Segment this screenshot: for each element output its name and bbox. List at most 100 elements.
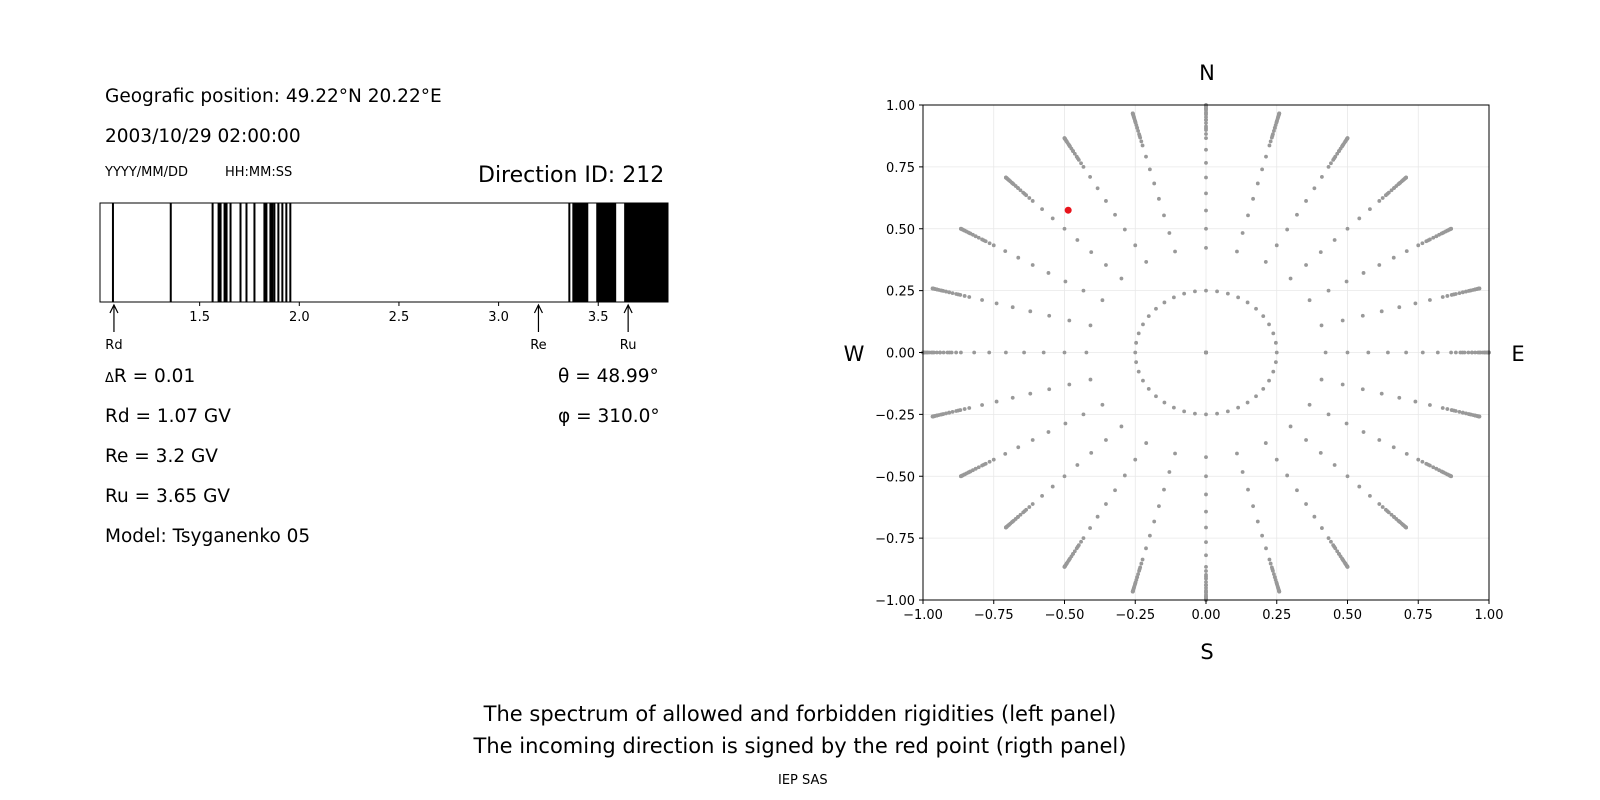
- direction-point: [1021, 190, 1026, 195]
- direction-point: [1081, 164, 1086, 169]
- direction-point: [1427, 463, 1432, 468]
- direction-point: [1167, 470, 1172, 474]
- direction-point: [1246, 487, 1250, 492]
- ru-value: Ru = 3.65 GV: [105, 486, 231, 507]
- direction-point: [1152, 181, 1157, 186]
- direction-point: [1154, 394, 1158, 399]
- direction-point: [1003, 525, 1008, 530]
- direction-point: [1081, 536, 1086, 541]
- direction-point: [1449, 408, 1454, 412]
- direction-point: [1021, 510, 1026, 515]
- direction-point: [1134, 360, 1139, 365]
- direction-point: [1162, 400, 1167, 405]
- direction-point: [1030, 502, 1035, 506]
- direction-point: [1173, 249, 1177, 254]
- direction-point: [980, 237, 985, 242]
- direction-point: [1076, 543, 1081, 548]
- direction-point: [1457, 291, 1462, 296]
- direction-point: [1255, 519, 1260, 524]
- direction-point: [987, 241, 992, 246]
- direction-point: [1360, 387, 1365, 392]
- direction-point: [1204, 412, 1208, 417]
- direction-point: [1084, 350, 1089, 355]
- direction-point: [1204, 246, 1208, 250]
- direction-point: [1204, 573, 1208, 577]
- direction-point: [1088, 323, 1093, 328]
- direction-point: [1204, 226, 1208, 231]
- y-tick-label: 0.75: [886, 161, 915, 176]
- direction-point: [1335, 549, 1340, 554]
- direction-point: [1318, 450, 1323, 455]
- direction-point: [1204, 161, 1208, 165]
- direction-point: [1027, 196, 1032, 200]
- direction-point: [1236, 295, 1241, 300]
- direction-point: [1182, 409, 1187, 414]
- direction-point: [1079, 539, 1083, 544]
- direction-point: [1136, 572, 1140, 577]
- direction-point: [1420, 459, 1425, 464]
- direction-point: [1267, 143, 1272, 148]
- direction-point: [1089, 450, 1094, 455]
- direction-point: [1137, 132, 1141, 137]
- x-tick-label: −1.00: [903, 608, 943, 623]
- direction-point: [1397, 305, 1402, 310]
- direction-point: [934, 350, 939, 355]
- direction-point: [1264, 154, 1268, 159]
- direction-point: [1171, 295, 1176, 300]
- direction-point: [1260, 167, 1265, 172]
- direction-point: [1136, 128, 1140, 133]
- direction-point: [1204, 569, 1208, 573]
- direction-point: [1449, 350, 1453, 355]
- direction-point: [1368, 207, 1372, 212]
- direction-point: [1389, 188, 1394, 193]
- direction-point: [1240, 470, 1245, 474]
- direction-point: [1295, 212, 1299, 217]
- direction-point: [1377, 199, 1382, 203]
- direction-point: [1462, 350, 1467, 355]
- direction-point: [1095, 514, 1100, 519]
- direction-point: [1182, 291, 1187, 296]
- direction-point: [1095, 186, 1100, 191]
- x-tick-label: 1.00: [1475, 608, 1504, 623]
- direction-point: [1473, 350, 1478, 355]
- direction-point: [1046, 430, 1051, 434]
- direction-point: [1050, 484, 1055, 489]
- direction-point: [1204, 580, 1208, 584]
- x-tick-label: −0.25: [1115, 608, 1155, 623]
- incoming-direction-point: [1064, 206, 1072, 214]
- direction-point: [1104, 199, 1108, 203]
- direction-point: [1326, 536, 1331, 541]
- x-tick-label: 0.75: [1404, 608, 1433, 623]
- direction-point: [1340, 382, 1345, 387]
- direction-point: [1274, 243, 1279, 248]
- direction-point: [1062, 350, 1067, 355]
- direction-point: [1449, 226, 1453, 231]
- direction-point: [1304, 438, 1308, 442]
- direction-point: [1366, 350, 1371, 355]
- direction-point: [1263, 441, 1268, 445]
- direction-point: [1285, 473, 1290, 478]
- direction-point: [994, 399, 999, 404]
- direction-point: [1404, 350, 1409, 355]
- direction-point: [1062, 136, 1067, 141]
- forbidden-band: [253, 203, 256, 302]
- direction-point: [1162, 213, 1166, 218]
- direction-point: [947, 410, 952, 415]
- direction-point: [1074, 154, 1079, 159]
- direction-point: [1140, 557, 1145, 562]
- direction-point: [1274, 457, 1279, 462]
- direction-point: [1331, 543, 1336, 548]
- direction-point: [1466, 350, 1471, 355]
- direction-point: [1428, 403, 1432, 407]
- spectrum-tick-label: 3.0: [488, 310, 509, 325]
- direction-point: [1040, 493, 1044, 498]
- direction-point: [1089, 250, 1094, 255]
- direction-point: [1204, 576, 1208, 581]
- direction-point: [980, 298, 984, 302]
- direction-point: [1386, 350, 1390, 355]
- direction-point: [1272, 572, 1276, 577]
- direction-point: [1130, 589, 1135, 594]
- direction-point: [1470, 350, 1474, 355]
- direction-point: [1010, 305, 1015, 310]
- direction-point: [1074, 546, 1079, 551]
